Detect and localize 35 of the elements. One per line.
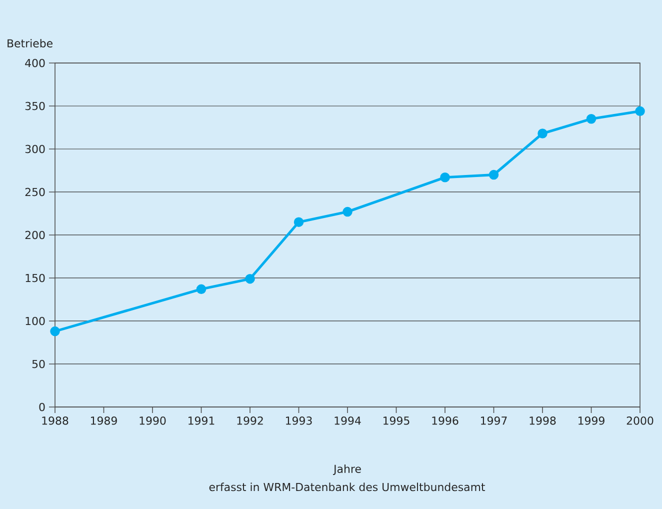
point [538, 128, 548, 138]
x-tick-label: 1989 [91, 416, 117, 425]
point [586, 114, 596, 124]
point [245, 274, 255, 284]
x-tick-label: 1990 [140, 416, 166, 425]
text: erfasst in WRM-Datenbank des Umweltbundesamt [209, 482, 486, 492]
y-tick-label: 0 [39, 402, 45, 412]
x-tick-label: 1994 [334, 416, 361, 425]
point [635, 106, 645, 116]
x-tick-label: 2000 [626, 416, 654, 425]
x-tick-label: 1999 [578, 416, 604, 425]
point [196, 284, 206, 294]
x-tick-label: 1991 [188, 416, 214, 425]
y-tick-label: 300 [25, 144, 45, 154]
point [488, 170, 499, 180]
y-tick-label: 50 [32, 360, 45, 368]
x-tick-label: 1998 [530, 416, 556, 425]
x-tick-label: 1993 [286, 416, 312, 425]
point [50, 326, 60, 336]
point [440, 172, 450, 182]
y-tick-label: 400 [25, 58, 45, 68]
y-tick-label: 200 [25, 230, 45, 240]
x-axis-title: Jahre [332, 464, 361, 476]
x-tick-label: 1997 [481, 416, 507, 425]
y-axis-title: Betriebe [8, 38, 52, 48]
point [342, 206, 352, 217]
x-tick-label: 1992 [237, 416, 263, 425]
y-tick-label: 250 [25, 188, 45, 196]
x-tick-label: 1995 [384, 416, 410, 425]
y-tick-label: 100 [26, 316, 45, 326]
y-tick-label: 350 [25, 102, 45, 110]
y-tick-label: 150 [26, 274, 45, 282]
point [294, 217, 304, 227]
x-tick-label: 1988 [42, 416, 68, 425]
x-tick-label: 1996 [432, 416, 458, 425]
